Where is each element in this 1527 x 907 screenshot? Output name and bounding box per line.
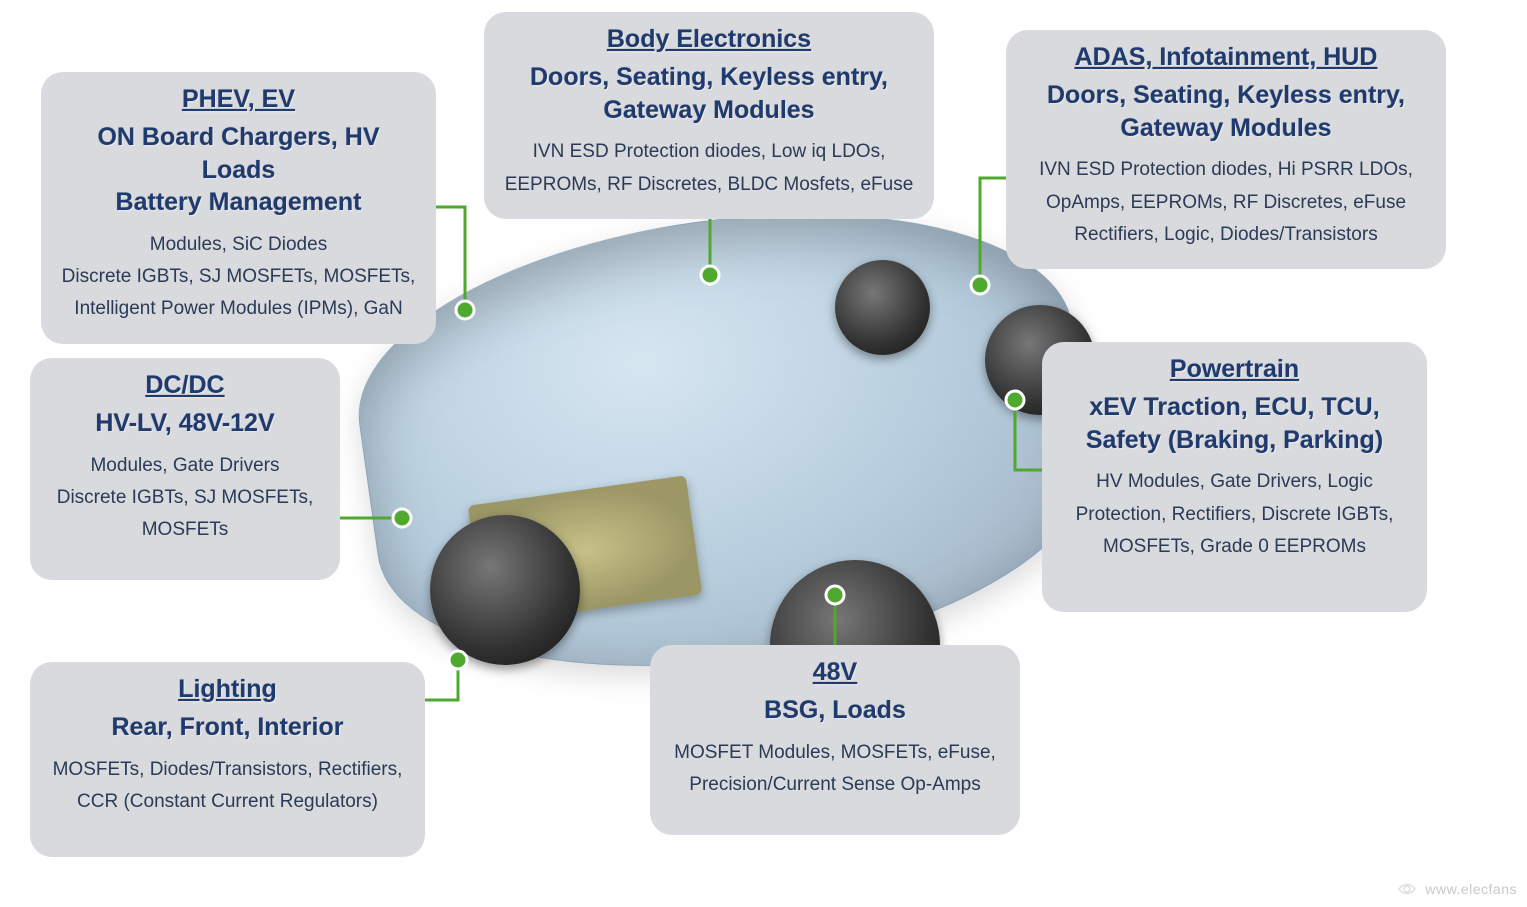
callout-title: PHEV, EV: [61, 84, 416, 115]
watermark-text: www.elecfans: [1425, 881, 1517, 897]
car-wheel: [835, 260, 930, 355]
callout-title: 48V: [670, 657, 1000, 688]
callout-sub: Doors, Seating, Keyless entry,Gateway Mo…: [504, 61, 914, 126]
callout-adas-infotainment-hud: ADAS, Infotainment, HUD Doors, Seating, …: [1006, 30, 1446, 269]
callout-title: ADAS, Infotainment, HUD: [1026, 42, 1426, 73]
callout-48v: 48V BSG, Loads MOSFET Modules, MOSFETs, …: [650, 645, 1020, 835]
callout-body-electronics: Body Electronics Doors, Seating, Keyless…: [484, 12, 934, 219]
callout-body: MOSFETs, Diodes/Transistors, Rectifiers,…: [50, 754, 405, 819]
car-wheel: [430, 515, 580, 665]
callout-phev-ev: PHEV, EV ON Board Chargers, HV LoadsBatt…: [41, 72, 436, 344]
callout-title: Body Electronics: [504, 24, 914, 55]
callout-body: IVN ESD Protection diodes, Hi PSRR LDOs,…: [1026, 154, 1426, 251]
callout-title: Lighting: [50, 674, 405, 705]
callout-body: MOSFET Modules, MOSFETs, eFuse,Precision…: [670, 737, 1000, 802]
callout-title: DC/DC: [50, 370, 320, 401]
diagram-canvas: PHEV, EV ON Board Chargers, HV LoadsBatt…: [0, 0, 1527, 907]
callout-title: Powertrain: [1062, 354, 1407, 385]
callout-sub: HV-LV, 48V-12V: [50, 407, 320, 440]
callout-sub: ON Board Chargers, HV LoadsBattery Manag…: [61, 121, 416, 219]
callout-powertrain: Powertrain xEV Traction, ECU, TCU,Safety…: [1042, 342, 1427, 612]
callout-sub: BSG, Loads: [670, 694, 1000, 727]
watermark-icon: [1395, 877, 1419, 901]
callout-body: HV Modules, Gate Drivers, LogicProtectio…: [1062, 466, 1407, 563]
callout-body: Modules, SiC DiodesDiscrete IGBTs, SJ MO…: [61, 229, 416, 326]
callout-lighting: Lighting Rear, Front, Interior MOSFETs, …: [30, 662, 425, 857]
callout-body: Modules, Gate DriversDiscrete IGBTs, SJ …: [50, 450, 320, 547]
callout-sub: Rear, Front, Interior: [50, 711, 405, 744]
callout-sub: xEV Traction, ECU, TCU,Safety (Braking, …: [1062, 391, 1407, 456]
watermark: www.elecfans: [1395, 877, 1517, 901]
callout-body: IVN ESD Protection diodes, Low iq LDOs,E…: [504, 136, 914, 201]
callout-dcdc: DC/DC HV-LV, 48V-12V Modules, Gate Drive…: [30, 358, 340, 580]
callout-sub: Doors, Seating, Keyless entry,Gateway Mo…: [1026, 79, 1426, 144]
